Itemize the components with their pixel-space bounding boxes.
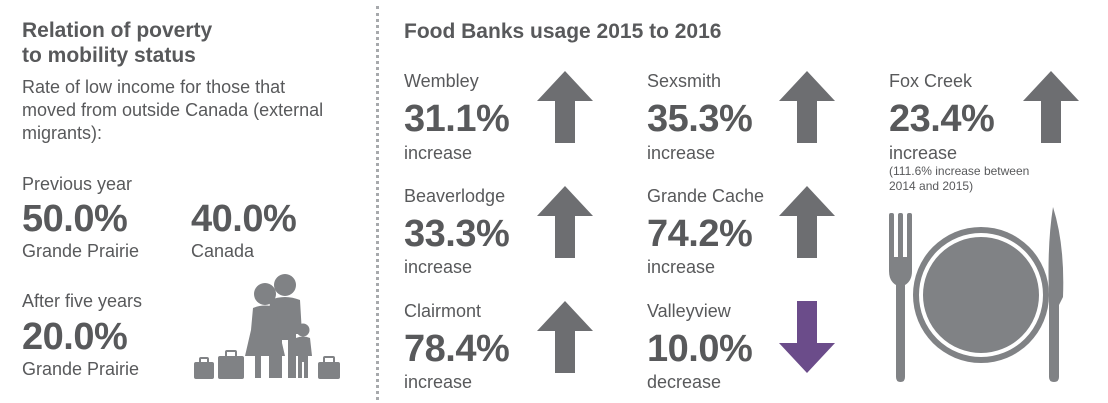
arrow-up-icon [779, 71, 835, 143]
plate-fork-knife-icon [885, 205, 1070, 383]
arrow-up-icon [537, 186, 593, 258]
stat-name: Valleyview [647, 301, 731, 321]
arrow-up-icon [537, 301, 593, 373]
poverty-desc-line3: migrants): [22, 123, 103, 143]
stat-change: increase [889, 143, 958, 163]
previous-year-gp-value: 50.0% [22, 198, 128, 240]
stat-name: Sexsmith [647, 71, 722, 91]
stat-change: increase [404, 143, 473, 163]
stat-value: 74.2% [647, 213, 753, 255]
previous-year-label: Previous year [22, 174, 133, 194]
five-years-gp-label: Grande Prairie [22, 359, 140, 379]
section-divider [376, 6, 379, 400]
stat-value: 31.1% [404, 98, 510, 140]
stat-change: decrease [647, 372, 722, 392]
stat-change: increase [404, 372, 473, 392]
previous-year-ca-value: 40.0% [191, 198, 297, 240]
food-banks-title: Food Banks usage 2015 to 2016 [404, 20, 722, 43]
stat-change: increase [647, 257, 716, 277]
arrow-up-icon [1023, 71, 1079, 143]
arrow-down-icon [779, 301, 835, 373]
stat-name: Wembley [404, 71, 479, 91]
poverty-title-line1: Relation of poverty [22, 19, 213, 42]
stat-value: 78.4% [404, 328, 510, 370]
stat-change: increase [404, 257, 473, 277]
poverty-desc-line2: moved from outside Canada (external [22, 100, 324, 120]
stat-name: Grande Cache [647, 186, 765, 206]
arrow-up-icon [779, 186, 835, 258]
arrow-up-icon [537, 71, 593, 143]
stat-change: increase [647, 143, 716, 163]
stat-name: Beaverlodge [404, 186, 506, 206]
previous-year-ca-label: Canada [191, 241, 255, 261]
stat-value: 23.4% [889, 98, 995, 140]
stat-value: 10.0% [647, 328, 753, 370]
family-with-luggage-icon [190, 272, 345, 382]
stat-note-line2: 2014 and 2015) [889, 179, 974, 193]
stat-note-line1: (111.6% increase between [889, 164, 1030, 178]
stat-value: 33.3% [404, 213, 510, 255]
previous-year-gp-label: Grande Prairie [22, 241, 140, 261]
stat-name: Fox Creek [889, 71, 973, 91]
stat-value: 35.3% [647, 98, 753, 140]
five-years-label: After five years [22, 291, 143, 311]
poverty-desc-line1: Rate of low income for those that [22, 77, 286, 97]
poverty-title-line2: to mobility status [22, 44, 196, 67]
stat-name: Clairmont [404, 301, 482, 321]
five-years-gp-value: 20.0% [22, 316, 128, 358]
